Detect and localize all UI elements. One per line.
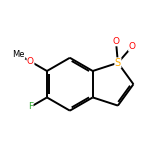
Text: S: S [115,58,121,68]
Text: O: O [129,42,136,51]
Text: F: F [28,102,33,111]
Text: O: O [27,57,34,66]
Text: O: O [112,37,119,46]
Text: Me: Me [12,50,25,59]
